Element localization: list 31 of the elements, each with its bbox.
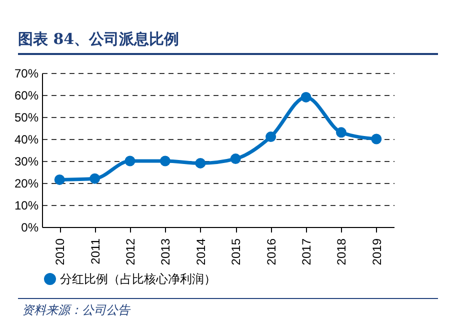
y-tick-label: 60% — [14, 88, 39, 102]
x-tick-label: 2016 — [264, 238, 278, 266]
point — [195, 158, 206, 168]
point — [54, 174, 65, 185]
y-tick-label: 40% — [14, 132, 39, 146]
x-tick-label: 2012 — [124, 238, 138, 266]
x-tick-label: 2015 — [229, 238, 244, 266]
x-tick-label: 2018 — [334, 238, 349, 266]
chart-title: 图表 84、公司派息比例 — [18, 30, 180, 49]
x-tick-label: 2019 — [370, 238, 384, 266]
y-tick-label: 0% — [21, 220, 39, 234]
text: 资料来源：公司公告 — [22, 302, 130, 319]
point — [300, 92, 312, 102]
x-tick-label: 2010 — [53, 238, 68, 266]
y-tick-label: 50% — [14, 110, 39, 124]
y-tick-label: 20% — [14, 176, 39, 190]
x-tick-label: 2013 — [158, 238, 173, 266]
point — [90, 173, 100, 184]
point — [124, 156, 136, 166]
point — [266, 132, 276, 142]
point — [230, 154, 241, 164]
point — [336, 127, 346, 138]
x-tick-label: 2017 — [300, 238, 314, 266]
y-tick-label: 10% — [14, 198, 39, 212]
point — [160, 156, 170, 166]
legend-label: 分红比例（占比核心净利润） — [60, 272, 216, 286]
x-tick-label: 2011 — [88, 238, 102, 264]
point — [371, 134, 382, 144]
y-tick-label: 30% — [14, 154, 39, 168]
x-tick-label: 2014 — [194, 238, 208, 266]
y-tick-label: 70% — [14, 66, 39, 80]
